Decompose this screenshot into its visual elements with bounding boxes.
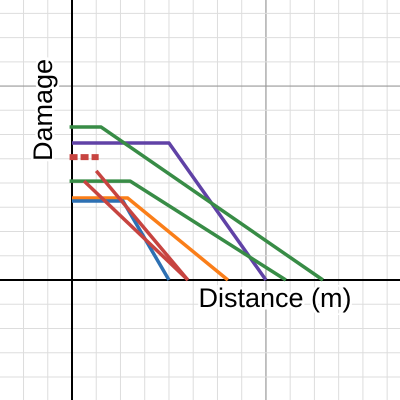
series-line: [72, 196, 229, 282]
series-line: [72, 141, 268, 282]
x-axis-label: Distance (m): [198, 283, 351, 313]
plot: [69, 125, 324, 282]
series-line: [94, 169, 190, 282]
series-line: [82, 179, 190, 282]
series-line: [69, 179, 287, 282]
series-line: [69, 125, 324, 282]
y-axis-label: Damage: [28, 59, 58, 161]
